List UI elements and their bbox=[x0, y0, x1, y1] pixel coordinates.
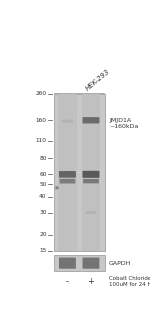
Text: 80: 80 bbox=[39, 156, 47, 161]
FancyBboxPatch shape bbox=[59, 171, 76, 178]
FancyBboxPatch shape bbox=[82, 171, 99, 178]
Text: 30: 30 bbox=[39, 210, 47, 215]
Text: GAPDH: GAPDH bbox=[109, 261, 131, 266]
Text: HEK-293: HEK-293 bbox=[84, 68, 111, 92]
Text: 60: 60 bbox=[39, 172, 47, 177]
Text: JMJD1A
~160kDa: JMJD1A ~160kDa bbox=[109, 118, 138, 129]
FancyBboxPatch shape bbox=[82, 117, 99, 124]
FancyBboxPatch shape bbox=[59, 258, 76, 269]
Text: -: - bbox=[66, 277, 69, 286]
Text: 50: 50 bbox=[39, 182, 47, 187]
Text: 160: 160 bbox=[36, 118, 47, 123]
Text: +: + bbox=[88, 277, 94, 286]
Text: 20: 20 bbox=[39, 232, 47, 237]
Text: 15: 15 bbox=[39, 248, 47, 253]
Bar bbox=[54, 94, 105, 251]
Bar bbox=[58, 94, 77, 251]
Text: 40: 40 bbox=[39, 194, 47, 199]
FancyBboxPatch shape bbox=[62, 120, 73, 123]
FancyBboxPatch shape bbox=[82, 258, 99, 269]
FancyBboxPatch shape bbox=[83, 179, 99, 183]
Bar bbox=[82, 94, 100, 251]
Text: 260: 260 bbox=[36, 91, 47, 96]
Bar bbox=[54, 255, 105, 271]
FancyBboxPatch shape bbox=[85, 211, 96, 214]
FancyBboxPatch shape bbox=[55, 186, 59, 189]
FancyBboxPatch shape bbox=[60, 179, 75, 184]
Text: 110: 110 bbox=[36, 138, 47, 143]
Text: Cobalt Chloride
100uM for 24 hours: Cobalt Chloride 100uM for 24 hours bbox=[109, 276, 150, 287]
